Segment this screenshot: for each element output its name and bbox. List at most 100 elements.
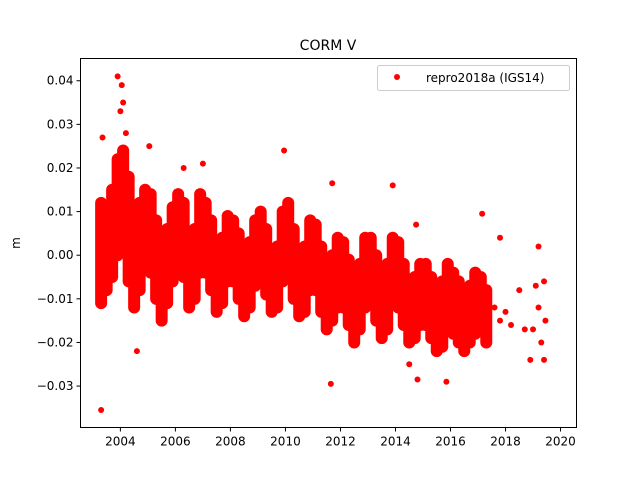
data-point bbox=[483, 339, 490, 346]
y-tick-label: −0.03 bbox=[37, 379, 74, 393]
data-point bbox=[186, 304, 193, 311]
data-point bbox=[180, 164, 187, 171]
data-point bbox=[491, 304, 498, 311]
legend-box bbox=[377, 65, 570, 91]
data-point bbox=[136, 287, 143, 294]
data-point bbox=[502, 308, 509, 315]
chart-title: CORM V bbox=[300, 38, 357, 54]
data-point bbox=[208, 217, 215, 224]
data-point bbox=[180, 199, 187, 206]
data-point bbox=[373, 252, 380, 259]
data-point bbox=[538, 339, 545, 346]
data-point bbox=[414, 376, 421, 383]
data-point bbox=[532, 282, 539, 289]
data-point bbox=[246, 304, 253, 311]
data-point bbox=[428, 274, 435, 281]
data-point bbox=[340, 239, 347, 246]
data-point bbox=[120, 99, 127, 106]
data-point bbox=[202, 199, 209, 206]
data-point bbox=[114, 73, 121, 80]
data-point bbox=[483, 313, 490, 320]
data-point bbox=[98, 300, 105, 307]
data-point bbox=[263, 226, 270, 233]
data-point bbox=[411, 335, 418, 342]
data-point bbox=[103, 287, 110, 294]
data-point bbox=[117, 108, 124, 115]
data-point bbox=[483, 287, 490, 294]
data-marks bbox=[95, 73, 549, 414]
data-point bbox=[120, 147, 127, 154]
data-point bbox=[98, 407, 105, 414]
data-point bbox=[541, 356, 548, 363]
y-tick-label: 0.01 bbox=[47, 205, 74, 219]
data-point bbox=[479, 210, 486, 217]
x-tick-label: 2018 bbox=[490, 435, 521, 449]
x-axis: 2004 2006 2008 2010 2012 2014 2016 2018 2020 bbox=[105, 427, 576, 449]
data-point bbox=[147, 191, 154, 198]
data-point bbox=[164, 300, 171, 307]
data-point bbox=[312, 221, 319, 228]
data-point bbox=[541, 278, 548, 285]
x-tick-label: 2008 bbox=[215, 435, 246, 449]
data-point bbox=[455, 278, 462, 285]
data-point bbox=[367, 234, 374, 241]
data-point bbox=[146, 143, 153, 150]
data-point bbox=[450, 269, 457, 276]
data-point bbox=[158, 317, 165, 324]
data-point bbox=[477, 274, 484, 281]
y-axis-label: m bbox=[9, 237, 23, 249]
data-point bbox=[395, 239, 402, 246]
data-point bbox=[497, 317, 504, 324]
legend-label: repro2018a (IGS14) bbox=[426, 71, 544, 85]
data-point bbox=[290, 226, 297, 233]
plot-frame bbox=[80, 58, 577, 428]
data-point bbox=[356, 326, 363, 333]
data-point bbox=[413, 221, 420, 228]
data-point bbox=[389, 182, 396, 189]
data-point bbox=[329, 317, 336, 324]
data-point bbox=[125, 173, 132, 180]
data-point bbox=[378, 335, 385, 342]
data-point bbox=[191, 295, 198, 302]
data-point bbox=[535, 304, 542, 311]
data-point bbox=[406, 361, 413, 368]
data-point bbox=[351, 339, 358, 346]
data-point bbox=[443, 378, 450, 385]
y-tick-label: 0.03 bbox=[47, 117, 74, 131]
data-point bbox=[197, 191, 204, 198]
x-tick-label: 2016 bbox=[435, 435, 466, 449]
data-point bbox=[521, 326, 528, 333]
x-tick-label: 2014 bbox=[380, 435, 411, 449]
data-point bbox=[345, 256, 352, 263]
data-point bbox=[384, 326, 391, 333]
data-point bbox=[169, 278, 176, 285]
data-point bbox=[219, 300, 226, 307]
x-tick-label: 2020 bbox=[545, 435, 576, 449]
data-point bbox=[530, 326, 537, 333]
data-point bbox=[118, 82, 125, 89]
data-point bbox=[400, 260, 407, 267]
x-tick-label: 2010 bbox=[270, 435, 301, 449]
data-point bbox=[444, 260, 451, 267]
data-point bbox=[301, 308, 308, 315]
data-point bbox=[153, 217, 160, 224]
legend: repro2018a (IGS14) bbox=[377, 65, 570, 91]
data-point bbox=[175, 191, 182, 198]
data-point bbox=[199, 160, 206, 167]
y-tick-label: 0.04 bbox=[47, 74, 74, 88]
data-point bbox=[327, 380, 334, 387]
legend-marker bbox=[394, 74, 400, 80]
data-point bbox=[318, 243, 325, 250]
data-point bbox=[422, 260, 429, 267]
y-tick-label: −0.01 bbox=[37, 292, 74, 306]
data-point bbox=[133, 348, 140, 355]
data-point bbox=[281, 147, 288, 154]
data-point bbox=[109, 274, 116, 281]
data-point bbox=[230, 217, 237, 224]
y-tick-label: 0.00 bbox=[47, 248, 74, 262]
y-tick-label: 0.02 bbox=[47, 161, 74, 175]
data-point bbox=[274, 304, 281, 311]
data-point bbox=[213, 308, 220, 315]
data-point bbox=[241, 313, 248, 320]
